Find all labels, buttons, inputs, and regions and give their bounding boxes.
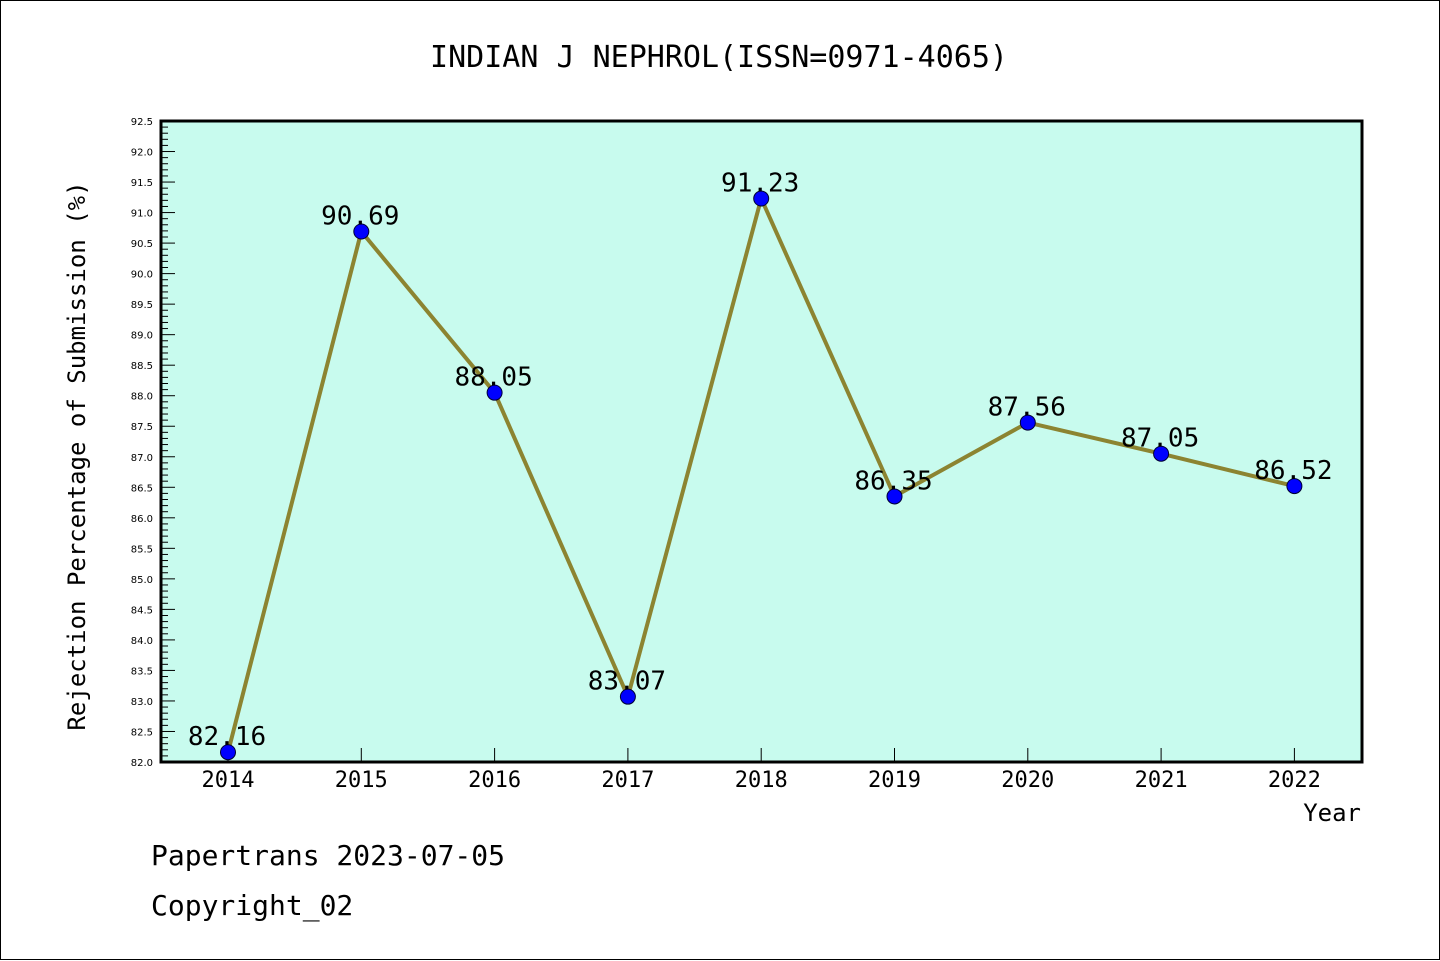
y-tick-label: 90.5	[131, 239, 153, 250]
y-axis-ticks: 82.0 82.5 83.0 83.5 84.0 84.5 85.0 85.5 86.0 86.5…	[131, 117, 175, 769]
y-axis-label: Rejection Percentage of Submission (%)	[63, 181, 91, 730]
data-label-2015: 90.69	[321, 201, 399, 231]
y-tick-label: 88.5	[131, 361, 153, 372]
data-labels: 82.16 90.69 88.05 83.07 91.23 86.35 87.56 87.05…	[188, 169, 1333, 753]
y-tick-label: 87.5	[131, 422, 153, 433]
data-label-2021: 87.05	[1121, 424, 1199, 454]
y-tick-label: 86.0	[131, 514, 153, 525]
y-tick-label: 89.0	[131, 331, 153, 342]
y-tick-label: 87.0	[131, 453, 153, 464]
y-tick-label: 85.0	[131, 575, 153, 586]
x-tick-label: 2020	[1001, 768, 1054, 793]
data-point-2022	[1286, 478, 1303, 495]
plot-border	[159, 119, 1364, 764]
data-point-2015	[353, 223, 370, 240]
x-tick-label: 2022	[1268, 768, 1321, 793]
data-point-2020	[1019, 414, 1036, 431]
y-tick-label: 84.0	[131, 636, 153, 647]
data-point-2017	[619, 688, 636, 705]
data-point-2014	[220, 744, 236, 761]
footer-publisher-date: Papertrans 2023-07-05	[151, 839, 505, 872]
y-tick-label: 90.0	[131, 270, 153, 281]
data-point-2016	[486, 384, 503, 401]
y-tick-label: 92.5	[131, 117, 153, 128]
y-tick-label: 89.5	[131, 300, 153, 311]
footer-copyright: Copyright_02	[151, 889, 353, 923]
y-tick-label: 84.5	[131, 605, 153, 616]
y-tick-label: 83.5	[131, 666, 153, 677]
data-point-2018	[753, 190, 770, 207]
data-label-2022: 86.52	[1254, 456, 1332, 486]
x-tick-label: 2018	[735, 768, 788, 793]
data-label-2019: 86.35	[854, 466, 932, 496]
data-label-2014: 82.16	[188, 722, 266, 752]
x-tick-label: 2019	[868, 768, 921, 793]
series-rejection-percentage	[220, 190, 1303, 761]
y-tick-label: 91.0	[131, 209, 153, 220]
chart-title: INDIAN J NEPHROL(ISSN=0971-4065)	[430, 40, 1008, 75]
y-tick-label: 82.0	[131, 758, 153, 769]
x-tick-label: 2015	[335, 768, 388, 793]
data-point-2021	[1153, 445, 1170, 462]
y-tick-label: 91.5	[131, 178, 153, 189]
y-tick-label: 83.0	[131, 697, 153, 708]
y-tick-label: 92.0	[131, 148, 153, 159]
x-axis-ticks: 2014 2015 2016 2017 2018 2019 2020 2021 2022	[202, 748, 1321, 793]
x-tick-label: 2021	[1135, 768, 1188, 793]
x-tick-label: 2014	[202, 768, 255, 793]
data-point-2019	[886, 488, 903, 505]
data-label-2017: 83.07	[588, 667, 666, 697]
y-tick-label: 85.5	[131, 544, 153, 555]
x-tick-label: 2016	[468, 768, 521, 793]
y-tick-label: 86.5	[131, 483, 153, 494]
y-tick-label: 88.0	[131, 392, 153, 403]
x-tick-label: 2017	[601, 768, 654, 793]
x-axis-label: Year	[1303, 799, 1361, 827]
data-label-2020: 87.56	[988, 393, 1066, 423]
y-tick-label: 82.5	[131, 727, 153, 738]
data-label-2018: 91.23	[721, 169, 799, 199]
data-label-2016: 88.05	[454, 363, 532, 393]
